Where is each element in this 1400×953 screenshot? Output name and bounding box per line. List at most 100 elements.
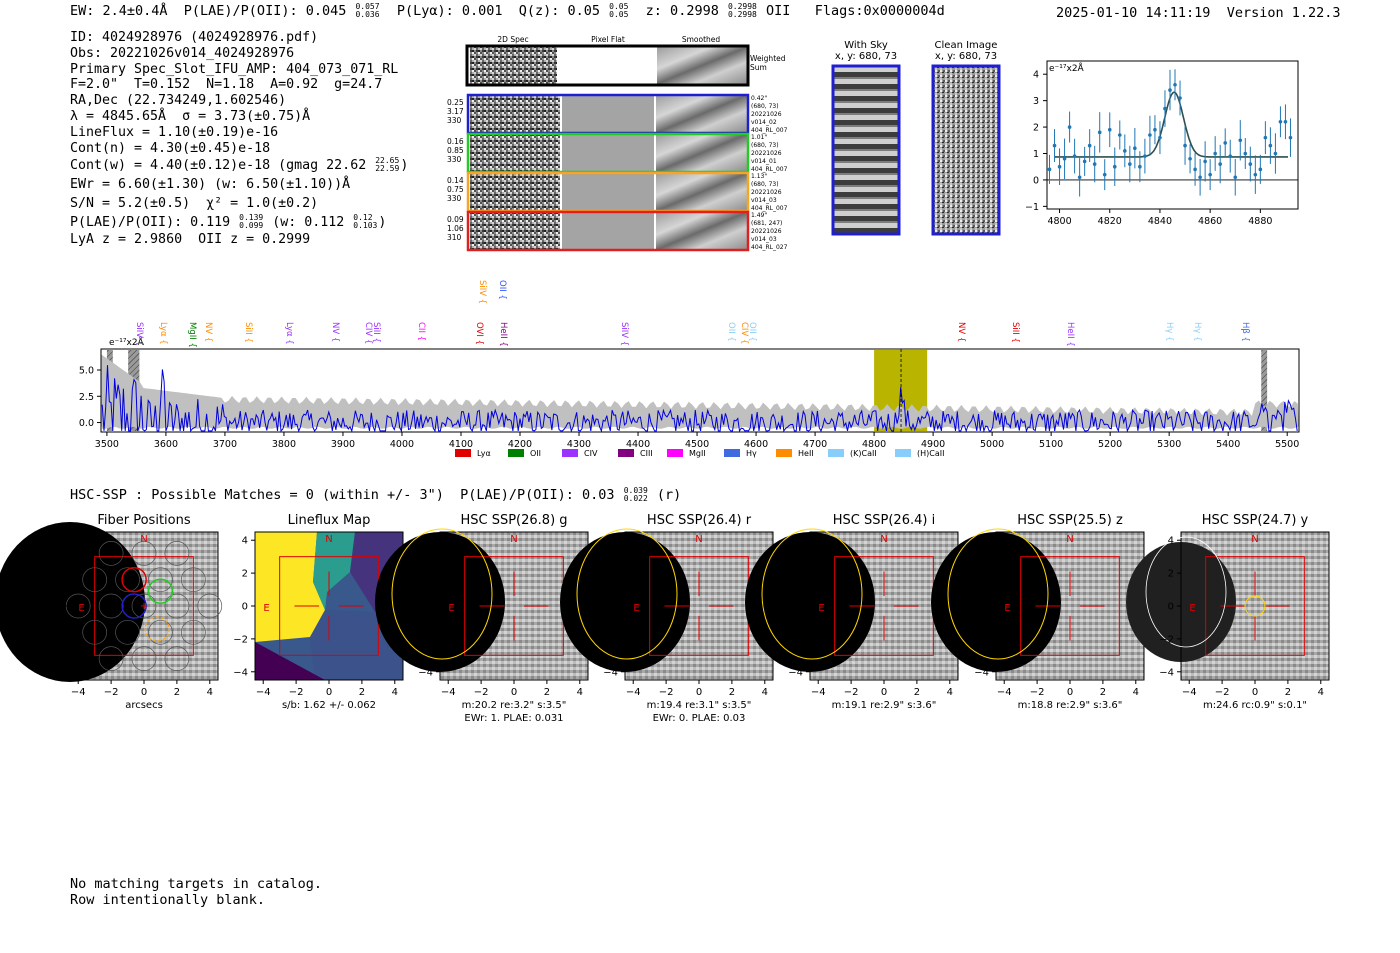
- zoom-data-point: [1107, 127, 1112, 132]
- cutout-row-right-value: 0.42": [751, 95, 767, 102]
- cutout-row-right-value: 404_RL_007: [751, 166, 788, 173]
- fiber-circle: [148, 567, 173, 593]
- with-sky-coords: x, y: 680, 73: [835, 51, 897, 62]
- full-xtick-label: 4800: [862, 439, 886, 450]
- zoom-spectrum-plot: e⁻¹⁷x2Å 4800 4820 4840 4860 4880 4 3 2 1 0 −1: [1025, 60, 1299, 227]
- info-sn: S/N = 5.2(±0.5) χ² = 1.0(±0.2): [70, 196, 319, 212]
- hsc-panel: Fiber Positions N E + −4 −2 0 2 4 4 2 0 −2 −4 arcsecs: [0, 513, 223, 711]
- zoom-data-point: [1138, 164, 1142, 169]
- zoom-data-point: [1203, 159, 1207, 164]
- lineflux-high: [255, 532, 325, 642]
- hsc-xtick-label: −4: [256, 687, 271, 698]
- zoom-data-point: [1102, 172, 1107, 177]
- hsc-ytick-label: 2: [427, 569, 433, 580]
- zoom-data-point: [1183, 143, 1187, 148]
- zoom-data-point: [1243, 151, 1248, 156]
- zoom-data-point: [1148, 133, 1152, 137]
- hsc-ytick-label: 0: [1168, 602, 1174, 613]
- full-xtick-label: 4000: [390, 439, 414, 450]
- hsc-xtick-label: −4: [626, 687, 641, 698]
- cutout-smoothed: [656, 212, 747, 250]
- hsc-xtick-label: −4: [811, 687, 826, 698]
- full-xtick-label: 3500: [95, 439, 119, 450]
- cutout-row-left-value: 1.06: [447, 224, 464, 233]
- legend-label: HeII: [798, 449, 814, 458]
- hsc-ytick-label: 0: [242, 602, 248, 613]
- fiber-circle: [164, 541, 190, 566]
- hsc-xtick-label: −2: [659, 687, 674, 698]
- col-header-smoothed: Smoothed: [682, 35, 721, 44]
- cutout-row-right-value: 1.13": [751, 173, 767, 180]
- fiber-circle: [98, 593, 124, 619]
- zoom-ytick-label: 0: [1033, 175, 1039, 186]
- emission-line-label: CIV {: [739, 322, 749, 344]
- zoom-data-point: [1072, 154, 1077, 158]
- cutout-2dspec: [470, 134, 560, 172]
- north-label: N: [1066, 534, 1073, 545]
- emission-line-label: CIV {: [363, 322, 373, 344]
- zoom-xtick-label: 4860: [1198, 216, 1222, 227]
- hsc-panel: HSC SSP(26.8) g N E −4 −2 0 2 4 4 2 0 −2 −4 m:20.2 re…: [375, 513, 589, 724]
- hsc-xtick-label: 0: [696, 687, 702, 698]
- hsc-xtick-label: 0: [881, 687, 887, 698]
- zoom-ytick-label: 1: [1033, 149, 1039, 160]
- hsc-xtick-label: 0: [1252, 687, 1258, 698]
- zoom-data-point: [1233, 175, 1238, 180]
- zoom-data-point: [1092, 162, 1097, 166]
- hsc-ytick-label: −4: [48, 667, 63, 678]
- cutout-row-right-value: v014_03: [751, 197, 777, 204]
- hsc-xtick-label: 4: [762, 687, 768, 698]
- version: Version 1.22.3: [1226, 5, 1341, 21]
- hsc-ytick-label: −2: [974, 634, 989, 645]
- hsc-ytick-label: −2: [48, 634, 63, 645]
- legend-swatch: [618, 449, 634, 457]
- zoom-data-point: [1288, 135, 1293, 140]
- hsc-xtick-label: −2: [1215, 687, 1230, 698]
- cutout-row-right-value: 404_RL_007: [751, 127, 788, 134]
- hsc-ytick-label: −4: [233, 667, 248, 678]
- cutout-row-frame: [466, 210, 750, 252]
- info-id: ID: 4024928976 (4024928976.pdf): [70, 30, 319, 45]
- zoom-data-point: [1062, 156, 1067, 161]
- emission-line-label: OII {: [497, 280, 507, 300]
- full-ytick-label: 2.5: [79, 392, 94, 403]
- emission-line-label: MgII {: [187, 322, 197, 348]
- hsc-ytick-label: −4: [788, 667, 803, 678]
- east-label: E: [78, 603, 84, 614]
- legend-label: CIV: [584, 449, 598, 458]
- cutout-row-left-value: 330: [447, 116, 462, 125]
- cutout-2dspec: [470, 173, 560, 211]
- hsc-xtick-label: 0: [141, 687, 147, 698]
- hsc-ytick-label: 2: [983, 569, 989, 580]
- cutout-row-right-value: v014_01: [751, 158, 777, 165]
- hsc-xtick-label: −4: [997, 687, 1012, 698]
- hsc-ytick-label: 0: [797, 602, 803, 613]
- emission-line-label: OII {: [747, 322, 757, 342]
- legend-label: MgII: [689, 449, 706, 458]
- cutout-smoothed: [656, 173, 747, 211]
- hsc-ytick-label: 2: [242, 569, 248, 580]
- zoom-xtick-label: 4840: [1148, 216, 1172, 227]
- hsc-caption-2: EWr: 1. PLAE: 0.031: [464, 713, 563, 724]
- legend-swatch: [776, 449, 792, 457]
- zoom-data-point: [1057, 164, 1062, 169]
- hsc-ytick-label: 2: [1168, 569, 1174, 580]
- zoom-data-point: [1213, 151, 1217, 156]
- hsc-panel-title: HSC SSP(26.4) i: [833, 513, 935, 528]
- hsc-ytick-label: −2: [788, 634, 803, 645]
- hsc-xtick-label: 4: [947, 687, 953, 698]
- search-box: [1205, 556, 1305, 656]
- emission-line-label: Hγ {: [1192, 322, 1202, 342]
- hsc-ytick-label: −2: [603, 634, 618, 645]
- cutout-row-right-value: v014_03: [751, 236, 777, 243]
- north-label: N: [695, 534, 702, 545]
- hsc-xtick-label: −4: [441, 687, 456, 698]
- legend-swatch: [895, 449, 911, 457]
- cutout-row-right-value: (680, 73): [751, 103, 779, 110]
- error-band: [101, 354, 1299, 429]
- fiber-circle: [180, 619, 206, 645]
- zoom-data-point: [1163, 106, 1167, 111]
- zoom-data-point: [1218, 162, 1222, 166]
- cutout-row-right-value: 20221026: [751, 228, 782, 235]
